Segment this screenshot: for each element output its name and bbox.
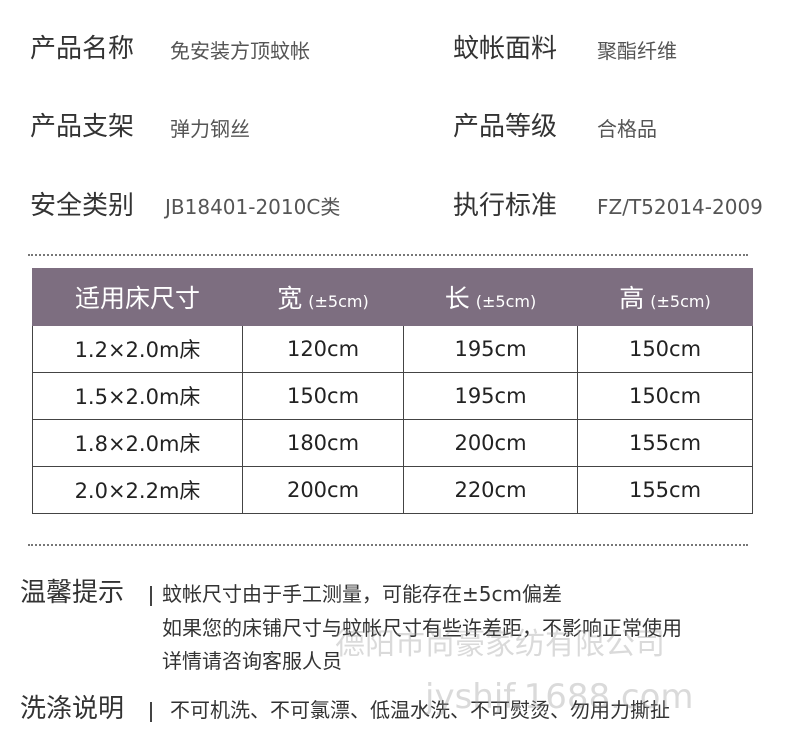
spec-label: 安全类别 bbox=[30, 191, 135, 221]
separator bbox=[150, 586, 152, 606]
header-note: (±5cm) bbox=[308, 292, 369, 311]
header-row: 适用床尺寸 宽 (±5cm) 长 (±5cm) 高 (±5cm) bbox=[32, 268, 753, 326]
table-cell: 1.5×2.0m床 bbox=[32, 372, 243, 420]
tips-title: 温馨提示 bbox=[20, 578, 125, 608]
table-cell: 120cm bbox=[242, 325, 404, 373]
spec-value: 聚酯纤维 bbox=[597, 39, 677, 63]
table-cell: 200cm bbox=[242, 466, 404, 514]
table-cell: 150cm bbox=[577, 325, 753, 373]
spec-label: 产品名称 bbox=[30, 34, 135, 64]
header-cell: 长 (±5cm) bbox=[403, 268, 578, 326]
divider bbox=[28, 254, 748, 256]
header-text: 适用床尺寸 bbox=[74, 284, 200, 313]
table-cell: 220cm bbox=[403, 466, 578, 514]
wash-text: 不可机洗、不可氯漂、低温水洗、不可熨烫、勿用力撕扯 bbox=[170, 698, 670, 722]
table-row: 1.8×2.0m床 180cm 200cm 155cm bbox=[32, 419, 753, 467]
spec-value: FZ/T52014-2009 bbox=[597, 195, 763, 219]
tip-line: 详情请咨询客服人员 bbox=[162, 649, 342, 673]
table-cell: 195cm bbox=[403, 372, 578, 420]
table-row: 1.2×2.0m床 120cm 195cm 150cm bbox=[32, 325, 753, 373]
watermark: 德阳市尚豪家纺有限公司 bbox=[335, 627, 665, 662]
spec-value: 合格品 bbox=[597, 117, 657, 141]
separator bbox=[150, 702, 152, 722]
table-cell: 150cm bbox=[577, 372, 753, 420]
watermark: jyshjf.1688.com bbox=[425, 677, 694, 717]
table-cell: 1.8×2.0m床 bbox=[32, 419, 243, 467]
divider bbox=[28, 544, 748, 546]
tip-line: 如果您的床铺尺寸与蚊帐尺寸有些许差距，不影响正常使用 bbox=[162, 616, 682, 640]
table-cell: 200cm bbox=[403, 419, 578, 467]
table-cell: 155cm bbox=[577, 466, 753, 514]
spec-label: 执行标准 bbox=[453, 191, 558, 221]
spec-label: 产品等级 bbox=[453, 112, 558, 142]
table-cell: 195cm bbox=[403, 325, 578, 373]
tip-line: 蚊帐尺寸由于手工测量，可能存在±5cm偏差 bbox=[162, 582, 562, 606]
header-cell: 宽 (±5cm) bbox=[242, 268, 404, 326]
size-table: 适用床尺寸 宽 (±5cm) 长 (±5cm) 高 (±5cm) 1.2×2.0m床 120c… bbox=[32, 268, 753, 514]
header-cell: 高 (±5cm) bbox=[577, 268, 753, 326]
spec-value: 免安装方顶蚊帐 bbox=[170, 39, 310, 63]
spec-value: JB18401-2010C类 bbox=[165, 195, 341, 219]
header-text: 长 bbox=[444, 284, 470, 313]
header-text: 高 bbox=[619, 284, 645, 313]
table-cell: 2.0×2.2m床 bbox=[32, 466, 243, 514]
header-note: (±5cm) bbox=[650, 292, 711, 311]
header-note: (±5cm) bbox=[475, 292, 537, 311]
spec-label: 产品支架 bbox=[30, 112, 135, 142]
spec-label: 蚊帐面料 bbox=[453, 34, 558, 64]
table-cell: 180cm bbox=[242, 419, 404, 467]
table-cell: 155cm bbox=[577, 419, 753, 467]
spec-value: 弹力钢丝 bbox=[170, 117, 250, 141]
table-cell: 150cm bbox=[242, 372, 404, 420]
header-cell: 适用床尺寸 bbox=[32, 268, 243, 326]
table-row: 1.5×2.0m床 150cm 195cm 150cm bbox=[32, 372, 753, 420]
table-cell: 1.2×2.0m床 bbox=[32, 325, 243, 373]
wash-title: 洗涤说明 bbox=[20, 694, 125, 724]
header-text: 宽 bbox=[277, 284, 303, 313]
table-row: 2.0×2.2m床 200cm 220cm 155cm bbox=[32, 466, 753, 514]
